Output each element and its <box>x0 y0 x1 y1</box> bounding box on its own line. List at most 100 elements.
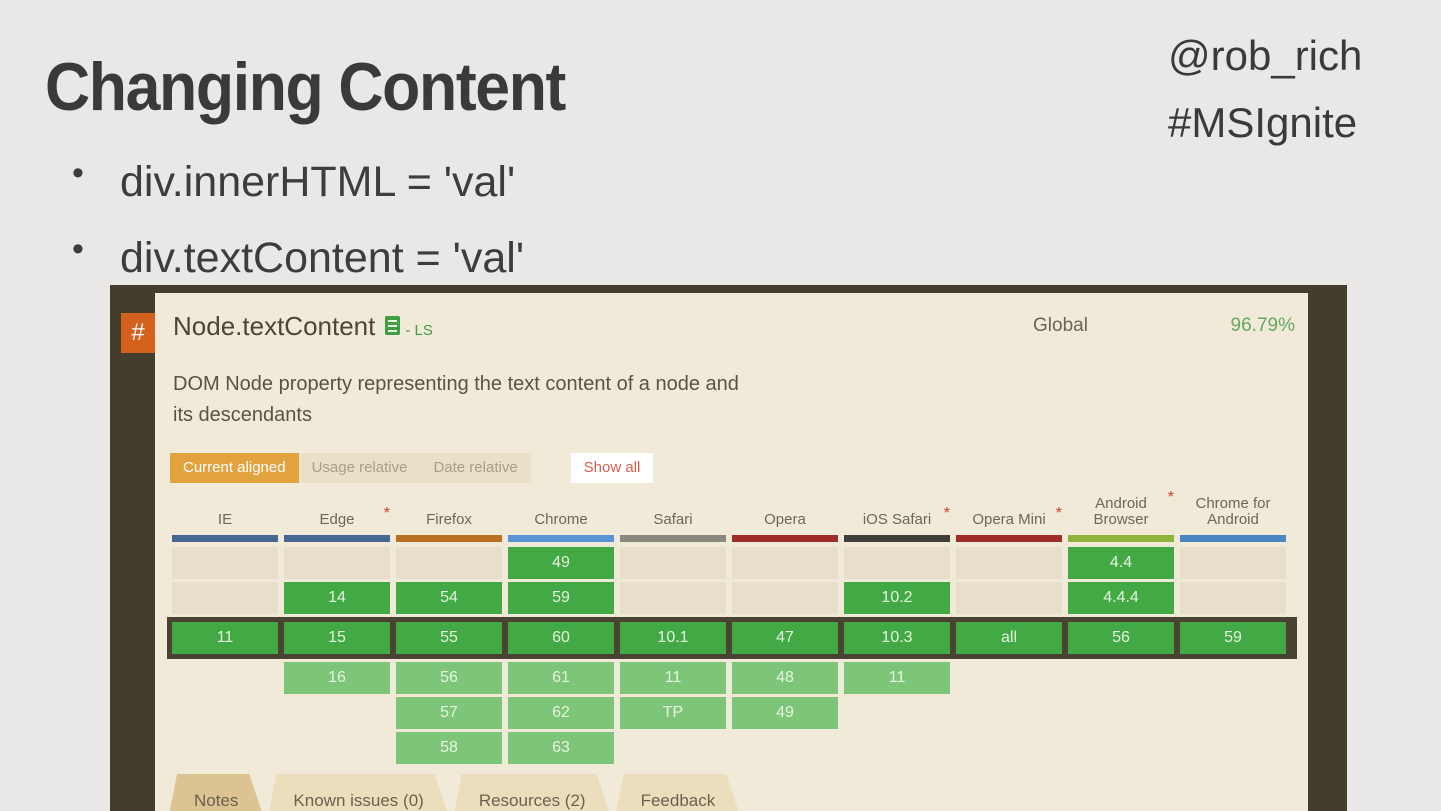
support-cell: 59 <box>508 582 614 614</box>
usage-note-asterisk: * <box>1055 505 1062 522</box>
global-usage-value: 96.79% <box>1230 315 1295 336</box>
support-cell: 58 <box>396 732 502 764</box>
support-cell <box>172 732 278 764</box>
support-cell <box>844 732 950 764</box>
support-cell <box>844 547 950 579</box>
support-cell: 54 <box>396 582 502 614</box>
browser-color-bar <box>508 535 614 542</box>
caniuse-embed: # Node.textContent - LS Global 96.79% DOM… <box>110 285 1347 811</box>
feature-description-line: DOM Node property representing the text … <box>173 373 739 395</box>
bullet-icon: • <box>72 154 84 192</box>
caniuse-panel: Node.textContent - LS Global 96.79% DOM N… <box>155 293 1308 811</box>
feature-description: DOM Node property representing the text … <box>173 369 739 431</box>
browser-color-bar <box>284 535 390 542</box>
browser-color-bar <box>844 535 950 542</box>
browser-column-header: iOS Safari * <box>862 505 950 528</box>
support-cell <box>284 732 390 764</box>
support-cell <box>1068 732 1174 764</box>
list-item: • div.textContent = 'val' <box>72 230 525 283</box>
feature-header: Node.textContent - LS <box>173 311 433 342</box>
hash-badge[interactable]: # <box>121 313 155 353</box>
spec-status-label[interactable]: - LS <box>405 322 433 339</box>
browser-column-header: Chrome <box>534 511 588 528</box>
bullet-text: div.innerHTML = 'val' <box>120 158 516 206</box>
filter-date-relative[interactable]: Date relative <box>420 453 531 483</box>
support-cell <box>732 582 838 614</box>
browser-color-bar <box>396 535 502 542</box>
tab-feedback[interactable]: Feedback <box>615 774 742 811</box>
support-cell <box>1068 697 1174 729</box>
browser-color-bar <box>1180 535 1286 542</box>
support-cell: 49 <box>508 547 614 579</box>
support-cell: 47 <box>732 622 838 654</box>
support-cell <box>620 547 726 579</box>
support-cell: 63 <box>508 732 614 764</box>
support-cell: 15 <box>284 622 390 654</box>
bullet-text: div.textContent = 'val' <box>120 234 525 282</box>
filter-usage-relative[interactable]: Usage relative <box>298 453 421 483</box>
support-cell <box>284 697 390 729</box>
support-cell: 11 <box>844 662 950 694</box>
support-cell <box>1180 732 1286 764</box>
support-cell <box>732 732 838 764</box>
support-cell: 4.4 <box>1068 547 1174 579</box>
browser-header-row: IE Edge * Firefox Chrome Safari Opera iOS Safar… <box>172 489 1292 528</box>
usage-note-asterisk: * <box>1167 489 1174 506</box>
tab-resources[interactable]: Resources (2) <box>453 774 612 811</box>
support-cell <box>172 547 278 579</box>
tab-known-issues[interactable]: Known issues (0) <box>267 774 449 811</box>
browser-color-bars <box>172 535 1292 542</box>
support-cell: 60 <box>508 622 614 654</box>
browser-color-bar <box>172 535 278 542</box>
support-cell: 55 <box>396 622 502 654</box>
browser-column-header: Firefox <box>426 511 472 528</box>
browser-column-header: Android Browser * <box>1093 489 1174 528</box>
support-row: 57 62 TP 49 <box>172 697 1292 729</box>
browser-column-header: Opera Mini * <box>972 505 1062 528</box>
global-usage-label: Global <box>1033 315 1088 336</box>
support-cell <box>284 547 390 579</box>
support-row: 58 63 <box>172 732 1292 764</box>
support-cell: 10.3 <box>844 622 950 654</box>
usage-note-asterisk: * <box>383 505 390 522</box>
support-cell <box>732 547 838 579</box>
support-row: 49 4.4 <box>172 547 1292 579</box>
support-row: 14 54 59 10.2 4.4.4 <box>172 582 1292 614</box>
spec-document-icon <box>385 316 401 335</box>
filter-current-aligned[interactable]: Current aligned <box>170 453 299 483</box>
support-cell <box>172 697 278 729</box>
show-all-button[interactable]: Show all <box>570 453 654 483</box>
support-cell <box>172 582 278 614</box>
support-cell: 4.4.4 <box>1068 582 1174 614</box>
support-cell: 56 <box>396 662 502 694</box>
feature-description-line: its descendants <box>173 404 312 426</box>
support-cell <box>1180 697 1286 729</box>
tab-notes[interactable]: Notes <box>168 774 264 811</box>
event-hashtag: #MSIgnite <box>1168 99 1358 146</box>
list-item: • div.innerHTML = 'val' <box>72 154 524 207</box>
page-title: Changing Content <box>45 48 610 126</box>
support-cell <box>620 582 726 614</box>
support-cell: all <box>956 622 1062 654</box>
twitter-handle: @rob_rich <box>1168 32 1363 79</box>
usage-note-asterisk: * <box>943 505 950 522</box>
support-cell: 49 <box>732 697 838 729</box>
browser-color-bar <box>1068 535 1174 542</box>
support-cell <box>956 547 1062 579</box>
support-cell: 61 <box>508 662 614 694</box>
browser-color-bar <box>956 535 1062 542</box>
browser-color-bar <box>620 535 726 542</box>
support-cell: 56 <box>1068 622 1174 654</box>
bottom-tab-bar: Notes Known issues (0) Resources (2) Fee… <box>168 774 744 811</box>
social-handles: @rob_rich #MSIgnite <box>1168 22 1362 156</box>
browser-column-header: Opera <box>764 511 806 528</box>
support-row: 16 56 61 11 48 11 <box>172 662 1292 694</box>
support-cell: 59 <box>1180 622 1286 654</box>
support-cell <box>1180 662 1286 694</box>
feature-title: Node.textContent <box>173 311 376 341</box>
support-rows: 49 4.4 14 54 59 10.2 4.4.4 11 15 55 60 10.1 47 10.3 al… <box>167 547 1297 764</box>
browser-color-bar <box>732 535 838 542</box>
support-cell <box>956 582 1062 614</box>
support-cell: 57 <box>396 697 502 729</box>
support-cell <box>396 547 502 579</box>
